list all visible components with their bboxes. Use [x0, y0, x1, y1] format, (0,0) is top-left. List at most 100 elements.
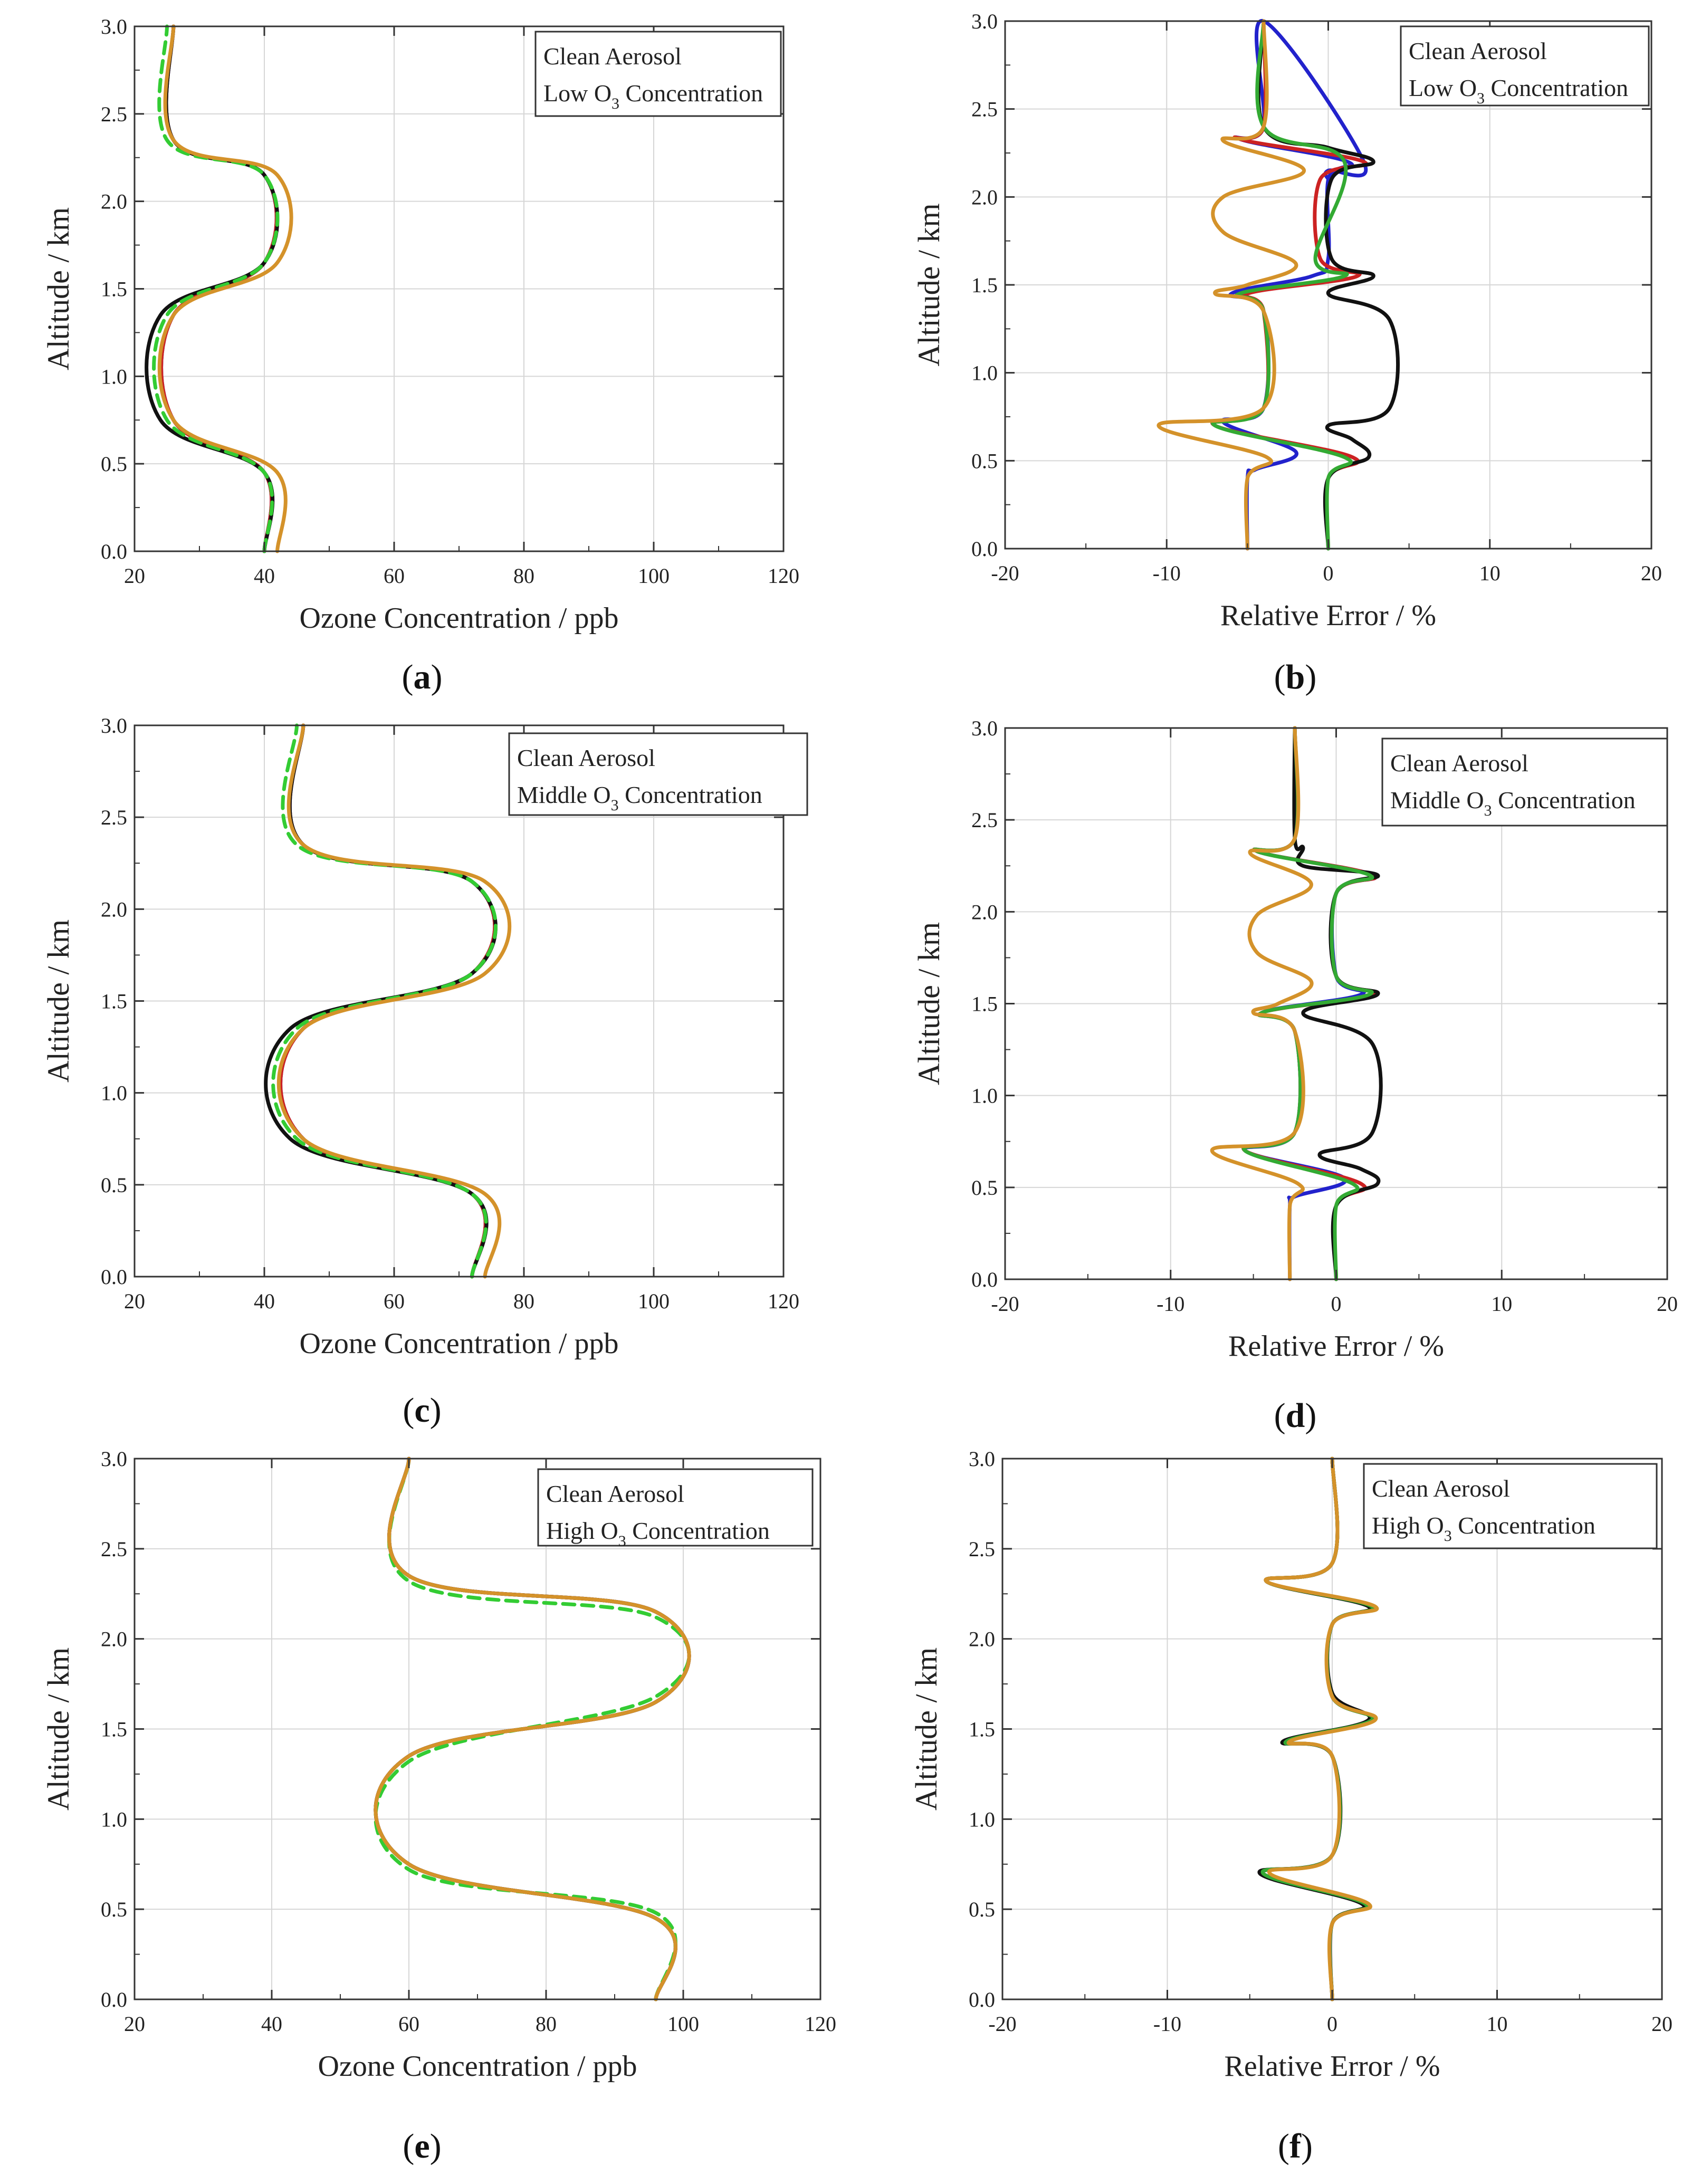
y-tick-label: 0.5 [101, 452, 127, 476]
legend-box [1363, 1463, 1658, 1549]
panel-letter: d [1286, 1396, 1305, 1435]
legend-line-concentration: Middle O3 Concentration [517, 781, 762, 814]
panel-paren-close: ) [1301, 2127, 1313, 2166]
series-line-5 [1264, 1457, 1379, 2001]
x-tick-label: 0 [1331, 1292, 1342, 1316]
legend-text-end: Concentration [1485, 74, 1628, 101]
y-tick-label: 3.0 [101, 15, 127, 39]
x-tick-label: 120 [805, 2012, 836, 2036]
y-tick-label: 1.5 [101, 277, 127, 301]
legend-line-aerosol: Clean Aerosol [1372, 1475, 1510, 1502]
panel-letter: b [1286, 658, 1305, 696]
series-line-5 [1210, 726, 1314, 1281]
panel-letter: a [414, 658, 431, 696]
y-tick-label: 3.0 [969, 1447, 995, 1471]
panel-label: (a) [402, 658, 443, 696]
x-tick-label: 80 [536, 2012, 557, 2036]
panel-a: 20 40 60 80 100 120 0.0 0.5 1.0 1.5 2.0 2.5 3.0 Ozone… [41, 15, 799, 696]
y-axis-label: Altitude / km [41, 1647, 75, 1811]
legend-line-concentration: Middle O3 Concentration [1390, 787, 1636, 819]
x-axis-label: Relative Error / % [1220, 599, 1436, 632]
legend-text-end: Concentration [619, 80, 763, 107]
panel-letter: c [414, 1391, 429, 1430]
series-line-5 [1157, 19, 1306, 551]
y-tick-label: 1.5 [101, 1718, 127, 1741]
legend-text: High O [546, 1517, 618, 1544]
panel-f: -20 -10 0 10 20 0.0 0.5 1.0 1.5 2.0 2.5 3.0 Relative… [909, 1447, 1673, 2166]
panel-paren-open: ( [1274, 658, 1286, 696]
x-tick-label: 0 [1323, 561, 1334, 585]
series-line-3 [1292, 726, 1383, 1281]
y-tick-label: 0.0 [971, 1268, 998, 1291]
y-tick-label: 2.0 [101, 897, 127, 921]
y-tick-label: 3.0 [101, 714, 127, 737]
legend-subscript: 3 [611, 797, 619, 814]
x-tick-label: 40 [254, 1289, 275, 1313]
x-tick-label: 40 [254, 564, 275, 588]
legend-line-aerosol: Clean Aerosol [517, 744, 655, 771]
legend-box [534, 31, 782, 117]
x-tick-label: -10 [1153, 561, 1181, 585]
legend-text: Middle O [517, 781, 611, 808]
panel-paren-open: ( [403, 2127, 414, 2166]
y-tick-label: 2.5 [971, 98, 998, 121]
legend-text-end: Concentration [1492, 787, 1636, 813]
y-tick-label: 3.0 [971, 9, 998, 33]
panel-paren-close: ) [1305, 658, 1316, 696]
x-tick-label: 120 [768, 1289, 799, 1313]
y-tick-label: 2.5 [101, 102, 127, 126]
y-tick-label: 2.0 [969, 1627, 995, 1651]
legend-subscript: 3 [618, 1532, 626, 1550]
y-tick-label: 0.5 [971, 449, 998, 473]
panel-label: (e) [403, 2127, 441, 2166]
panel-letter: e [414, 2127, 429, 2166]
x-tick-label: 0 [1327, 2012, 1337, 2036]
series-line-1 [1220, 19, 1368, 551]
panel-b: -20 -10 0 10 20 0.0 0.5 1.0 1.5 2.0 2.5 3.0 Relative… [912, 9, 1662, 696]
legend-subscript: 3 [611, 95, 619, 112]
x-tick-label: 20 [1657, 1292, 1678, 1316]
y-tick-label: 2.0 [971, 185, 998, 209]
y-tick-label: 0.0 [971, 537, 998, 561]
x-tick-label: 60 [398, 2012, 419, 2036]
x-axis-label: Relative Error / % [1225, 2050, 1440, 2083]
y-axis-label: Altitude / km [41, 919, 75, 1083]
y-tick-label: 1.0 [101, 1807, 127, 1831]
x-tick-label: 120 [768, 564, 799, 588]
panel-letter: f [1289, 2127, 1302, 2166]
x-tick-label: 20 [124, 1289, 145, 1313]
legend-line-concentration: High O3 Concentration [1372, 1512, 1595, 1545]
panel-c: 20 40 60 80 100 120 0.0 0.5 1.0 1.5 2.0 2.5 3.0 Ozone… [41, 714, 808, 1430]
panel-paren-close: ) [1305, 1396, 1316, 1435]
legend-text: Low O [543, 80, 611, 107]
legend-subscript: 3 [1477, 90, 1485, 107]
y-tick-label: 0.5 [971, 1176, 998, 1200]
legend-text: High O [1372, 1512, 1444, 1539]
y-tick-label: 3.0 [971, 716, 998, 740]
panel-paren-open: ( [1278, 2127, 1289, 2166]
x-tick-label: -20 [991, 1292, 1019, 1316]
y-tick-label: 2.5 [971, 808, 998, 832]
legend-line-aerosol: Clean Aerosol [1390, 750, 1528, 777]
y-tick-label: 1.5 [971, 992, 998, 1016]
x-tick-label: -20 [991, 561, 1019, 585]
y-tick-label: 2.0 [101, 1627, 127, 1651]
x-tick-label: -20 [988, 2012, 1016, 2036]
y-tick-label: 1.0 [971, 361, 998, 385]
x-tick-label: 40 [261, 2012, 282, 2036]
legend-text: Middle O [1390, 787, 1484, 813]
x-tick-label: 80 [513, 564, 534, 588]
y-tick-label: 1.0 [101, 365, 127, 388]
x-tick-label: 10 [1479, 561, 1501, 585]
legend-line-concentration: High O3 Concentration [546, 1517, 770, 1550]
panel-e: 20 40 60 80 100 120 0.0 0.5 1.0 1.5 2.0 2.5 3.0 Ozone… [41, 1447, 836, 2166]
y-axis-label: Altitude / km [41, 207, 75, 370]
panel-label: (f) [1278, 2127, 1313, 2166]
x-tick-label: 100 [638, 1289, 670, 1313]
panel-paren-open: ( [1274, 1396, 1286, 1435]
y-axis-label: Altitude / km [909, 1647, 943, 1811]
x-axis-label: Relative Error / % [1228, 1330, 1444, 1363]
x-tick-label: -10 [1153, 2012, 1181, 2036]
